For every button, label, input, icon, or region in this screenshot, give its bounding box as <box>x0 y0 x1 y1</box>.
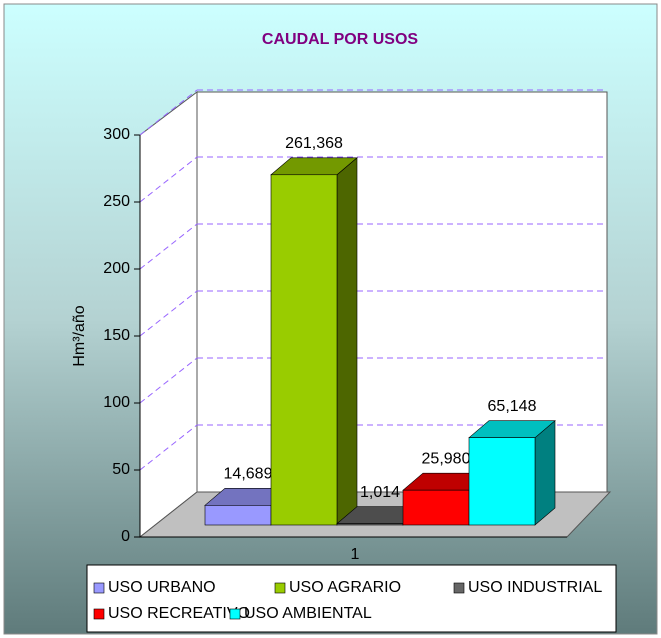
data-label: 25,980 <box>422 450 471 467</box>
data-label: 261,368 <box>285 135 343 152</box>
data-label: 14,689 <box>224 466 273 483</box>
y-tick-label: 300 <box>103 126 130 143</box>
grid-line <box>139 89 198 136</box>
chart-title: CAUDAL POR USOS <box>262 31 418 48</box>
side-wall <box>139 90 198 539</box>
y-tick-label: 50 <box>112 461 130 478</box>
y-tick-label: 150 <box>103 327 130 344</box>
y-tick-label: 250 <box>103 193 130 210</box>
x-tick-label: 1 <box>351 546 360 563</box>
y-axis-label: Hm³/año <box>71 305 88 366</box>
bar <box>204 505 272 526</box>
bar-side <box>336 157 358 526</box>
data-label: 65,148 <box>488 398 537 415</box>
bar <box>270 174 338 526</box>
legend-label: USO URBANO <box>108 579 216 596</box>
legend-label: USO AMBIENTAL <box>244 605 372 622</box>
legend-swatch <box>274 582 286 594</box>
y-tick-label: 100 <box>103 394 130 411</box>
legend-swatch <box>93 608 105 620</box>
legend-swatch <box>229 608 241 620</box>
legend-label: USO AGRARIO <box>289 579 401 596</box>
grid-line <box>139 156 198 203</box>
grid-line <box>139 223 198 270</box>
legend-swatch <box>453 582 465 594</box>
grid-line <box>139 357 198 404</box>
bar <box>402 489 470 526</box>
legend <box>86 564 617 633</box>
y-tick-label: 0 <box>121 528 130 545</box>
data-label: 1,014 <box>360 484 400 501</box>
legend-swatch <box>93 582 105 594</box>
legend-label: USO RECREATIVO <box>108 605 250 622</box>
bar <box>468 437 536 526</box>
legend-label: USO INDUSTRIAL <box>468 579 602 596</box>
bar-side <box>534 420 556 526</box>
y-tick-label: 200 <box>103 260 130 277</box>
bar <box>336 523 404 526</box>
grid-line <box>139 290 198 337</box>
grid-line <box>139 424 198 471</box>
